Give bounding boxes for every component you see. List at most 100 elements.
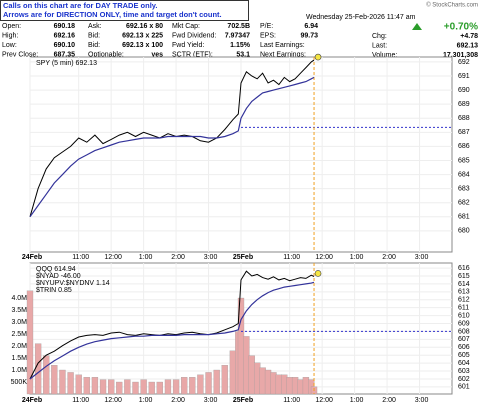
y-tick-label: 614	[458, 281, 470, 288]
note-line: Arrows are for DIRECTION ONLY, time and …	[3, 10, 222, 19]
volume-bar	[197, 374, 204, 395]
y-tick-label: 691	[458, 73, 470, 80]
quote-label: P/E:	[260, 23, 273, 30]
y-tick-label: 683	[458, 185, 470, 192]
volume-bar	[291, 377, 299, 395]
quote-value: 690.18	[54, 23, 76, 30]
x-tick-label: 12:00	[315, 397, 333, 404]
y-tick-label: 692	[458, 59, 470, 66]
x-tick-label: 1:00	[350, 254, 364, 261]
volume-bar	[264, 369, 272, 395]
moving-average	[29, 281, 315, 380]
legend-entry: QQQ 614.94	[36, 266, 76, 273]
y-tick-label: 604	[458, 360, 470, 367]
quote-label: EPS:	[260, 32, 276, 39]
y-tick-label: 690	[458, 87, 470, 94]
quote-value: 692.13 x 225	[122, 32, 163, 39]
y2-tick-label: 2.5M	[11, 331, 27, 338]
x-tick-label: 12:00	[104, 254, 122, 261]
quote-label: Last:	[372, 42, 387, 49]
volume-bar	[124, 379, 131, 395]
price-line	[29, 59, 315, 217]
volume-bar	[181, 377, 188, 395]
y-tick-label: 687	[458, 129, 470, 136]
quote-value: 1.15%	[230, 42, 251, 49]
x-tick-label: 11:00	[283, 397, 300, 404]
volume-bar	[270, 372, 277, 395]
y-tick-label: 681	[458, 214, 470, 221]
y-tick-label: 686	[458, 143, 470, 150]
last-marker	[314, 53, 322, 61]
volume-bar	[83, 377, 90, 395]
volume-bar	[91, 377, 99, 395]
volume-bar	[140, 379, 147, 395]
volume-bar	[205, 372, 212, 395]
y-tick-label: 680	[458, 228, 470, 235]
moving-average	[29, 76, 315, 218]
volume-bar	[297, 379, 304, 395]
quote-value: 53.1	[236, 51, 250, 58]
quote-label: Low:	[2, 42, 17, 49]
y2-tick-label: 2.0M	[11, 343, 27, 350]
quote-label: Mkt Cap:	[172, 23, 200, 30]
quote-value: +4.78	[460, 33, 478, 40]
y-tick-label: 605	[458, 352, 470, 359]
volume-bar	[259, 367, 266, 395]
volume-bar	[254, 362, 261, 395]
y-tick-label: 611	[458, 305, 469, 312]
pct-change: +0.70%	[444, 22, 478, 33]
volume-bar	[59, 369, 66, 395]
note-box	[0, 0, 249, 21]
y-tick-label: 609	[458, 320, 470, 327]
y-tick-label: 607	[458, 336, 470, 343]
legend-entry: SPY (5 min) 692.13	[36, 60, 97, 67]
volume-bar	[275, 374, 283, 395]
volume-bar	[75, 374, 82, 395]
x-tick-label: 2:00	[382, 397, 396, 404]
volume-bar	[243, 336, 250, 395]
volume-bar	[172, 379, 180, 395]
volume-bar	[286, 377, 293, 395]
quote-label: Ask:	[88, 23, 102, 30]
volume-bar	[156, 381, 163, 395]
y-tick-label: 616	[458, 265, 470, 272]
quote-value: 702.5B	[227, 23, 250, 30]
volume-bar	[132, 381, 139, 395]
x-tick-label: 2:00	[382, 254, 396, 261]
legend-entry: $NYUPV:$NYDNV 1.14	[36, 280, 110, 287]
quote-label: SCTR (ETF):	[172, 51, 213, 58]
quote-value: 7.97347	[225, 32, 250, 39]
quote-label: Chg:	[372, 33, 387, 40]
volume-bar	[229, 350, 237, 395]
volume-bar	[43, 355, 50, 395]
last-marker	[314, 270, 322, 277]
y-tick-label: 689	[458, 101, 470, 108]
y-tick-label: 682	[458, 200, 470, 207]
volume-bar	[189, 377, 196, 395]
volume-bar	[148, 381, 155, 395]
volume-bar	[51, 365, 58, 395]
quote-value: 6.94	[304, 23, 318, 30]
quote-label: Open:	[2, 23, 21, 30]
quote-value: 692.16	[54, 32, 76, 39]
volume-bar	[26, 290, 34, 395]
x-tick-label: 24Feb	[22, 397, 42, 404]
x-tick-label: 11:00	[72, 254, 89, 261]
note-line: Calls on this chart are for DAY TRADE on…	[3, 1, 157, 10]
volume-bar	[281, 374, 288, 395]
volume-bar	[99, 379, 107, 395]
volume-bar	[221, 365, 228, 395]
quote-label: High:	[2, 32, 18, 39]
date: Wednesday 25-Feb-2026 11:47 am	[306, 14, 416, 21]
volume-bar	[302, 377, 310, 395]
quote-value: 99.73	[300, 32, 318, 39]
quote-value: 687.35	[54, 51, 76, 58]
y-tick-label: 613	[458, 289, 470, 296]
x-tick-label: 25Feb	[233, 254, 253, 261]
quote-label: Bid:	[88, 42, 100, 49]
quote-label: Volume:	[372, 52, 397, 59]
x-tick-label: 2:00	[171, 397, 185, 404]
quote-value: 692.13	[457, 42, 479, 49]
x-tick-label: 12:00	[104, 397, 122, 404]
